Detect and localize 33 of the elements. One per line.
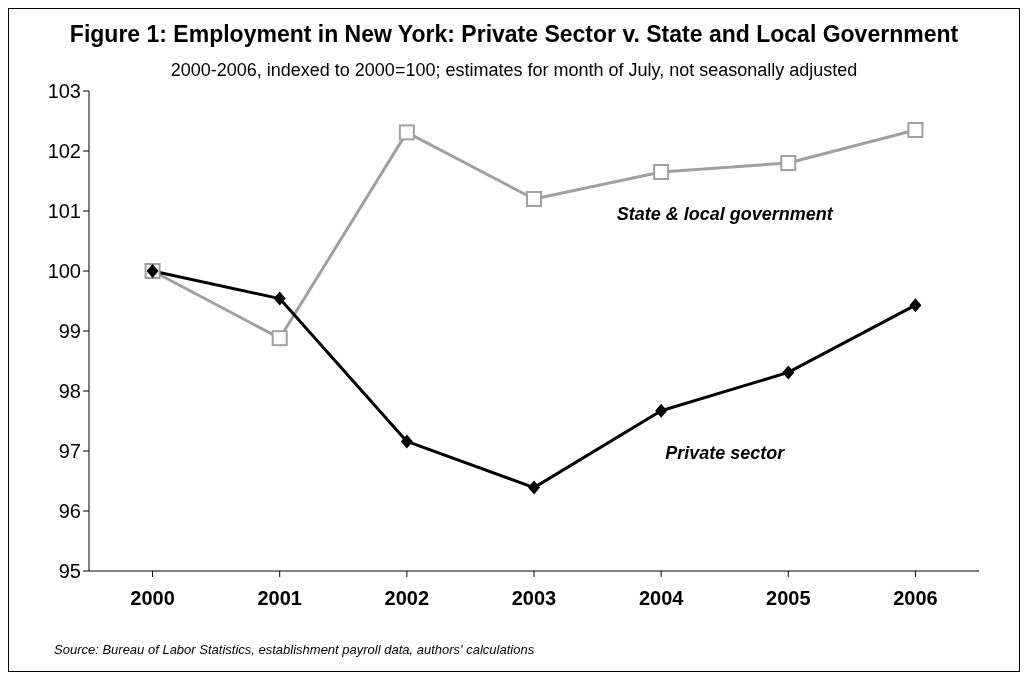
chart-subtitle: 2000-2006, indexed to 2000=100; estimates for month of July, not seasonally adjusted xyxy=(169,60,859,81)
y-tick-label: 97 xyxy=(58,440,81,463)
point xyxy=(782,365,795,380)
y-tick-label: 95 xyxy=(58,560,81,583)
y-tick-label: 98 xyxy=(58,380,81,403)
point xyxy=(528,480,540,495)
y-tick-label: 96 xyxy=(58,500,81,523)
y-tick-label: 99 xyxy=(58,320,81,343)
x-tick-label: 2001 xyxy=(257,587,302,610)
point xyxy=(653,164,670,180)
source-note: Source: Bureau of Labor Statistics, establishment payroll data, authors' calculations xyxy=(54,642,535,657)
x-tick-label: 2006 xyxy=(893,587,938,610)
y-tick-label: 100 xyxy=(47,260,81,283)
point xyxy=(400,434,413,449)
series-label: State & local government xyxy=(616,204,834,224)
chart-title: Figure 1: Employment in New York: Private Sector v. State and Local Government xyxy=(68,21,960,48)
point xyxy=(398,124,415,141)
point xyxy=(273,291,286,306)
point xyxy=(907,122,924,138)
series-label: Private sector xyxy=(665,442,786,463)
x-tick-label: 2000 xyxy=(130,587,175,610)
point xyxy=(271,330,288,347)
y-tick-label: 101 xyxy=(47,200,81,223)
x-tick-label: 2005 xyxy=(766,587,811,610)
x-tick-label: 2002 xyxy=(384,587,430,610)
y-tick-label: 103 xyxy=(47,80,81,103)
x-tick-label: 2003 xyxy=(511,587,557,610)
x-tick-label: 2004 xyxy=(638,587,685,610)
y-tick-label: 102 xyxy=(47,140,81,163)
point xyxy=(780,155,797,171)
point xyxy=(526,191,542,207)
point xyxy=(655,403,668,418)
point xyxy=(909,298,922,313)
